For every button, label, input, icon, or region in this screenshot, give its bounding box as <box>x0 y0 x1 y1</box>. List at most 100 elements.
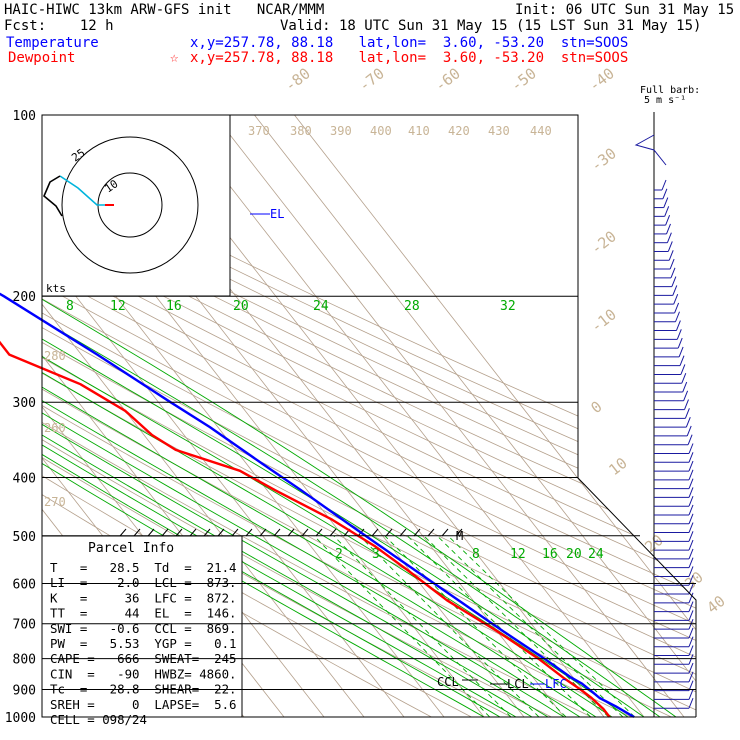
model-title: HAIC-HIWC 13km ARW-GFS init NCAR/MMM <box>4 2 325 18</box>
wind-barb-feather <box>688 662 694 674</box>
hatch-mark <box>287 528 295 537</box>
wind-barb-feather <box>676 329 682 340</box>
theta-label: 380 <box>290 124 312 138</box>
pressure-tick-label: 100 <box>13 109 36 124</box>
temperature-location: x,y=257.78, 88.18 lat,lon= 3.60, -53.20 … <box>190 35 629 51</box>
wind-barb-feather <box>688 610 694 621</box>
wind-barb-feather <box>664 206 670 217</box>
wind-barb-feather <box>683 390 689 401</box>
el-label: EL <box>270 207 284 221</box>
wind-barb-feather <box>670 267 676 279</box>
pressure-tick-label: 700 <box>13 618 36 633</box>
hatch-mark <box>441 528 449 537</box>
hatch-mark <box>147 528 155 537</box>
profiles-layer <box>0 292 635 719</box>
hatch-mark <box>133 528 141 537</box>
hatch-mark <box>217 528 225 537</box>
barb-scale-label: Full barb: <box>640 85 701 96</box>
parcel-info-row: TT = 44 EL = 146. <box>50 606 237 621</box>
isotherm-label: -30 <box>587 144 619 175</box>
hatch-mark <box>427 528 435 537</box>
hodograph-trace-lower <box>43 175 63 217</box>
wind-barb-feather <box>671 276 677 287</box>
wind-barb-feather <box>688 627 694 639</box>
mixing-ratio-label: 12 <box>510 547 526 562</box>
mixing-ratio-label: 3 <box>372 547 380 562</box>
dry-adiabat-line <box>42 115 696 717</box>
hatch-mark <box>259 528 267 537</box>
parcel-info-row: SREH = 0 LAPSE= 5.6 <box>50 697 237 712</box>
dry-adiabat-line <box>42 115 696 717</box>
isotherm-label: -40 <box>585 64 617 95</box>
wind-barb-feather <box>688 671 694 683</box>
wind-barb-feather <box>675 311 680 322</box>
pressure-tick-label: 300 <box>13 396 36 411</box>
dry-adiabat-line <box>42 115 696 717</box>
wind-barb-feather <box>669 258 675 270</box>
hatch-mark <box>231 528 239 537</box>
theta-label: 400 <box>370 124 392 138</box>
parcel-info-box: Parcel Info T = 28.5 Td = 21.4LI = -2.0 L… <box>41 535 243 727</box>
dewpoint-location: x,y=257.78, 88.18 lat,lon= 3.60, -53.20 … <box>190 50 629 66</box>
moist-adiabat-label: 28 <box>404 299 420 314</box>
mixing-ratio-label: 16 <box>542 547 558 562</box>
parcel-info-row: SWI = -0.6 CCL = 869. <box>50 621 237 636</box>
dry-adiabat-line <box>42 115 696 717</box>
theta-label: 430 <box>488 124 510 138</box>
hodograph-trace-upper <box>59 175 110 206</box>
melting-level-label: M <box>456 529 463 543</box>
dry-adiabat-line <box>42 115 696 717</box>
moist-adiabat-label: 32 <box>500 299 516 314</box>
wind-barb-feather <box>688 531 694 542</box>
wind-barb-feather <box>688 654 694 665</box>
parcel-info-row: K = 36 LFC = 872. <box>50 590 237 605</box>
lfc-label: LFC <box>545 677 567 691</box>
wind-barb-feather <box>663 197 669 208</box>
hatch-mark <box>203 528 211 537</box>
theta-label: 280 <box>44 349 66 363</box>
mixing-ratio-line <box>313 535 491 717</box>
pressure-tick-label: 800 <box>13 653 36 668</box>
pressure-tick-label: 600 <box>13 577 36 592</box>
isotherm-line <box>214 115 685 717</box>
wind-barb-feather <box>688 583 694 595</box>
pressure-tick-label: 1000 <box>5 711 36 726</box>
hatch-mark <box>301 528 309 537</box>
wind-barb-feather <box>686 425 692 437</box>
hatch-mark <box>399 528 407 537</box>
theta-label: 260 <box>44 421 66 435</box>
hatch-mark <box>329 528 337 537</box>
isotherm-line <box>294 115 696 717</box>
isotherm-label: 10 <box>605 454 630 479</box>
hatch-mark <box>161 528 169 537</box>
mixing-ratio-label: 8 <box>472 547 480 562</box>
dewpoint-marker-icon: ☆ <box>170 50 179 66</box>
wind-barb-feather <box>661 179 667 191</box>
plot-border <box>41 114 697 717</box>
dry-adiabat-line <box>42 115 696 717</box>
isotherm-label: -70 <box>355 64 387 95</box>
hatch-mark <box>455 528 463 537</box>
theta-label: 410 <box>408 124 430 138</box>
wind-barb-feather <box>672 285 678 296</box>
mixing-ratio-line <box>359 535 540 717</box>
wind-barb-upper <box>634 134 667 166</box>
wind-barb-feather <box>688 513 694 524</box>
parcel-info-row: LI = -2.0 LCL = 873. <box>50 575 237 590</box>
temperature-profile <box>0 292 635 719</box>
wind-barb-feather <box>679 355 685 366</box>
dry-adiabat-line <box>42 115 696 717</box>
pressure-tick-label: 500 <box>13 530 36 545</box>
valid-time: Valid: 18 UTC Sun 31 May 15 (15 LST Sun … <box>280 18 702 34</box>
dry-adiabat-line <box>42 115 696 717</box>
wind-barb-feather <box>662 188 668 199</box>
wind-barb-feather <box>666 223 671 235</box>
wind-barb-feather <box>681 373 687 384</box>
mixing-ratio-line <box>423 535 609 717</box>
wind-barb-feather <box>688 592 694 604</box>
hodograph-frame <box>41 114 231 297</box>
wind-barb-feather <box>688 601 694 612</box>
parcel-info-row: CIN = -90 HWBZ= 4860. <box>50 666 237 681</box>
wind-barb-feather <box>688 645 694 656</box>
isotherm-label: 40 <box>703 592 728 617</box>
